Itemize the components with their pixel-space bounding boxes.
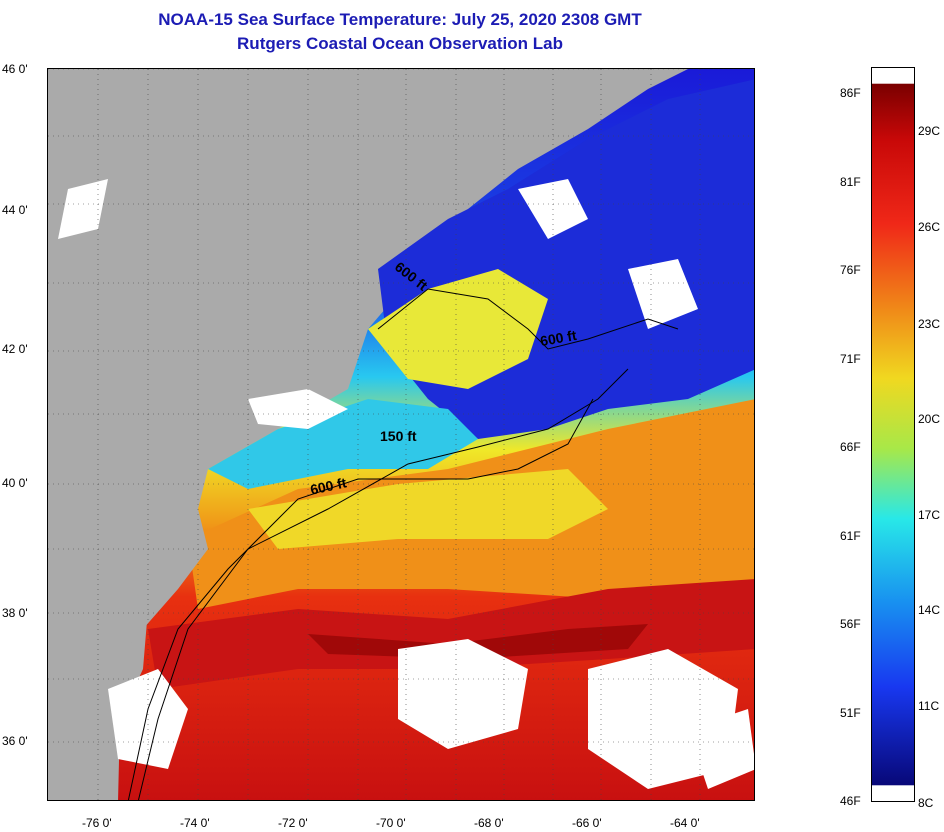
lon-label: -76 0' [82,816,112,830]
cloud-patch [688,709,754,789]
shelf-water [208,399,478,489]
colorbar-c-label: 20C [918,412,941,426]
colorbar-f-label: 46F [840,794,861,808]
colorbar-f-label: 86F [840,86,861,100]
colorbar-c-label: 11C [918,699,940,713]
lat-label: 46 0' [2,62,28,76]
land-new-jersey [48,469,208,729]
gulf-stream-core [148,579,754,689]
contour-150ft [137,368,629,800]
map-title: NOAA-15 Sea Surface Temperature: July 25… [158,10,642,29]
lon-label: -66 0' [572,816,602,830]
colorbar-f-label: 56F [840,617,861,631]
lat-label: 36 0' [2,734,28,748]
lon-label: -64 0' [670,816,700,830]
colorbar-f-label: 51F [840,706,861,720]
georges-bank-water [368,269,548,389]
lon-label: -70 0' [376,816,406,830]
colorbar-c-label: 8C [918,796,934,810]
colorbar-f-label: 81F [840,175,861,189]
lat-label: 38 0' [2,606,28,620]
colorbar-f-label: 71F [840,352,861,366]
land-delmarva [48,709,108,800]
sst-map [47,68,755,801]
contour-600ft [127,398,594,800]
colorbar-c-label: 14C [918,603,941,617]
colorbar-c-label: 29C [918,124,941,138]
lat-label: 40 0' [2,476,28,490]
cloud-patch [58,179,108,239]
contour-gulf-of-maine [377,288,679,350]
lon-label: -68 0' [474,816,504,830]
gulf-stream-darkest [308,624,648,659]
colorbar-gradient [872,83,914,786]
yellow-band [248,469,608,549]
lat-label: 42 0' [2,342,28,356]
colorbar-f-label: 66F [840,440,861,454]
contour-label: 150 ft [380,428,417,444]
cloud-patch [398,639,528,749]
lat-label: 44 0' [2,203,28,217]
graticule [48,69,754,800]
colorbar-c-label: 17C [918,508,941,522]
colorbar-f-label: 61F [840,529,861,543]
colorbar-f-label: 76F [840,263,861,277]
lon-label: -72 0' [278,816,308,830]
temperature-colorbar [871,67,915,802]
cloud-patch [628,259,698,329]
cloud-patch [248,389,348,429]
colorbar-c-label: 26C [918,220,941,234]
colorbar-c-label: 23C [918,317,941,331]
sst-map-canvas [48,69,754,800]
map-subtitle: Rutgers Coastal Ocean Observation Lab [237,34,563,53]
lon-label: -74 0' [180,816,210,830]
